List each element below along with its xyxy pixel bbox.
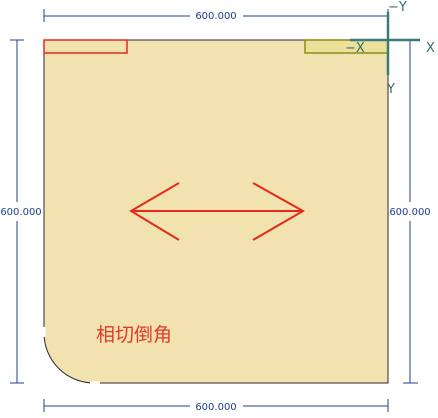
axis-label-pos-x: X [426, 41, 435, 56]
dimension-left [10, 39, 24, 384]
dimension-top-value: 600.000 [195, 11, 236, 22]
dimension-right-value: 600.000 [389, 207, 430, 218]
dimension-left-value: 600.000 [0, 207, 41, 218]
dimension-bottom [43, 399, 389, 412]
axis-gizmo-icon[interactable] [350, 12, 420, 75]
axis-label-neg-y: −Y [388, 0, 407, 15]
axis-label-neg-x: −X [345, 41, 365, 56]
top-left-marker[interactable] [43, 39, 128, 54]
fillet-label: 相切倒角 [96, 324, 172, 346]
double-arrow-icon [129, 182, 306, 241]
axis-label-pos-y: Y [386, 82, 395, 97]
dimension-bottom-value: 600.000 [195, 402, 236, 413]
